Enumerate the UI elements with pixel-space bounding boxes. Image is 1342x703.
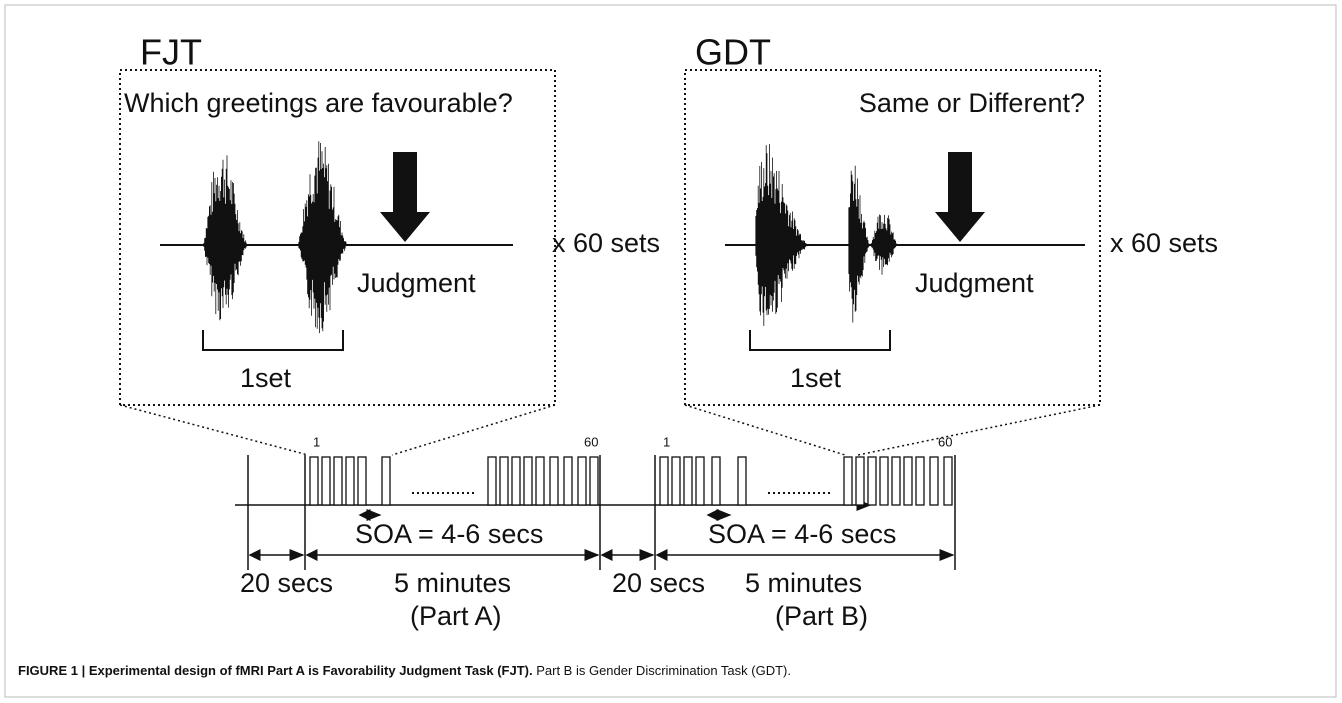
response: Judgment	[357, 268, 476, 298]
soa: SOA = 4-6 secs	[708, 519, 896, 549]
response: Judgment	[915, 268, 1034, 298]
caption-text: Part B is Gender Discrimination Task (GD…	[536, 663, 791, 678]
pulse	[879, 456, 889, 506]
pulse	[589, 456, 599, 506]
caption: FIGURE 1 | Experimental design of fMRI P…	[18, 663, 791, 678]
question: Which greetings are favourable?	[124, 88, 513, 118]
pulse	[381, 456, 391, 506]
pulse	[333, 456, 343, 506]
part: (Part B)	[775, 601, 868, 631]
pulse	[345, 456, 355, 506]
rest: 20 secs	[240, 568, 333, 598]
waveform	[298, 141, 348, 334]
pulse	[695, 456, 705, 506]
waveform	[848, 165, 870, 323]
pulse	[535, 456, 545, 506]
waveform	[755, 144, 810, 326]
pulse	[737, 456, 747, 506]
trial-first: 1	[313, 434, 320, 449]
pulse	[309, 456, 319, 506]
zoom-lines	[119, 404, 1101, 456]
panel-title: GDT	[695, 32, 771, 73]
part: (Part A)	[410, 601, 502, 631]
pulse	[511, 456, 521, 506]
pulse	[915, 456, 925, 506]
pulse	[523, 456, 533, 506]
panel-title: FJT	[140, 32, 202, 73]
waveforms	[203, 141, 898, 334]
pulse	[357, 456, 367, 506]
waveform	[203, 155, 249, 321]
pulse	[855, 456, 865, 506]
pulse	[549, 456, 559, 506]
waveform	[870, 214, 898, 275]
repeat: x 60 sets	[1110, 228, 1218, 258]
trial-pulses	[309, 456, 953, 506]
set-label: 1set	[240, 363, 292, 393]
pulse	[843, 456, 853, 506]
judgment-arrow	[935, 152, 985, 242]
pulse	[903, 456, 913, 506]
pulse	[683, 456, 693, 506]
set-label: 1set	[790, 363, 842, 393]
pulse	[321, 456, 331, 506]
question: Same or Different?	[859, 88, 1085, 118]
boundaries	[247, 455, 956, 570]
duration: 5 minutes	[745, 568, 862, 598]
pulse	[499, 456, 509, 506]
trial-first: 1	[663, 434, 670, 449]
rest: 20 secs	[612, 568, 705, 598]
caption-label: FIGURE 1 | Experimental design of fMRI P…	[18, 663, 533, 678]
pulse	[929, 456, 939, 506]
pulse	[867, 456, 877, 506]
pulse	[943, 456, 953, 506]
trial-last: 60	[938, 434, 952, 449]
repeat: x 60 sets	[552, 228, 660, 258]
frame	[4, 4, 1337, 698]
pulse	[711, 456, 721, 506]
duration: 5 minutes	[394, 568, 511, 598]
set-bracket	[749, 330, 891, 351]
pulse	[563, 456, 573, 506]
set-bracket	[202, 330, 344, 351]
trial-last: 60	[584, 434, 598, 449]
soa: SOA = 4-6 secs	[355, 519, 543, 549]
pulse	[659, 456, 669, 506]
pulse	[671, 456, 681, 506]
pulse	[487, 456, 497, 506]
dimension-arrows	[248, 509, 955, 561]
pulse	[891, 456, 901, 506]
judgment-arrow	[380, 152, 430, 242]
pulse	[577, 456, 587, 506]
